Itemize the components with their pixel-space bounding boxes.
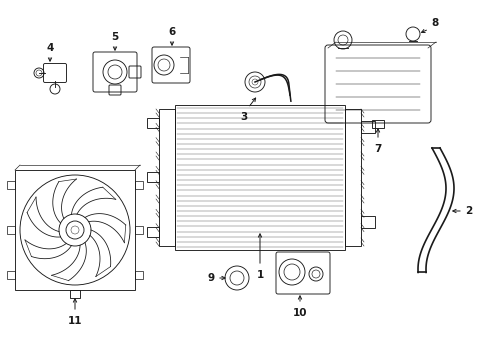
Text: 7: 7	[374, 144, 382, 154]
Text: 10: 10	[293, 308, 307, 318]
Text: 4: 4	[47, 43, 54, 53]
Bar	[345, 109, 361, 246]
Bar	[159, 109, 175, 246]
Text: 3: 3	[241, 112, 247, 122]
Bar	[175, 105, 345, 250]
Text: 11: 11	[68, 316, 82, 326]
Text: 8: 8	[431, 18, 438, 28]
Bar	[7, 271, 15, 279]
Bar	[135, 226, 143, 234]
Bar	[135, 271, 143, 279]
Bar	[70, 290, 80, 298]
Bar	[361, 121, 375, 133]
Bar	[15, 170, 135, 290]
Text: 1: 1	[256, 270, 264, 280]
Bar	[135, 181, 143, 189]
Text: 5: 5	[111, 32, 119, 42]
Bar	[7, 226, 15, 234]
Text: 9: 9	[208, 273, 215, 283]
Text: 6: 6	[169, 27, 175, 37]
Bar	[147, 118, 159, 128]
Bar	[372, 120, 384, 128]
Bar	[147, 227, 159, 237]
Bar	[7, 181, 15, 189]
Text: 2: 2	[465, 206, 472, 216]
Bar	[361, 216, 375, 228]
Bar	[147, 172, 159, 182]
